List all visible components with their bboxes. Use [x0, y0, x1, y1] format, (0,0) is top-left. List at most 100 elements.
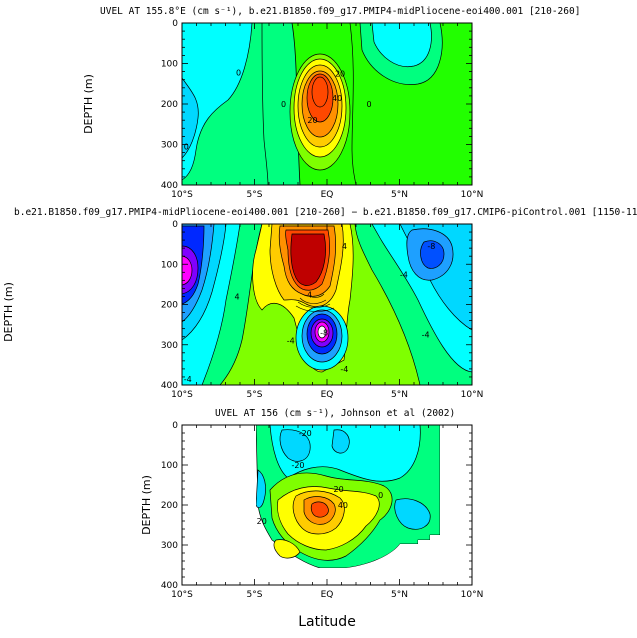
panel-1-contour-0b — [349, 23, 357, 185]
contour-label: -4 — [400, 270, 408, 279]
contour-label: -20 — [291, 461, 304, 470]
contour-label: 20 — [257, 517, 267, 526]
contour-label-text: -20 — [291, 461, 304, 470]
y-tick-label: 300 — [161, 141, 178, 151]
y-tick-label: 400 — [161, 181, 178, 191]
contour-label: 20 — [334, 485, 344, 494]
panel-1-plot-area — [182, 23, 472, 185]
x-axis-label: Latitude — [298, 614, 356, 630]
contour-label: 4 — [235, 292, 240, 301]
y-tick-label: 300 — [161, 341, 178, 351]
x-tick-label: 10°S — [171, 590, 193, 600]
panel-2-title: b.e21.B1850.f09_g17.PMIP4-midPliocene-eo… — [14, 207, 637, 218]
contour-label-text: -4 — [400, 270, 408, 279]
panel-2: b.e21.B1850.f09_g17.PMIP4-midPliocene-eo… — [2, 207, 637, 400]
y-tick-label: 0 — [172, 421, 178, 431]
panel-3-contour-labels: -20 -20 20 40 20 0 — [257, 429, 384, 526]
contour-label: 0 — [236, 68, 241, 77]
x-tick-label: EQ — [321, 390, 334, 400]
x-tick-label: 5°N — [391, 590, 408, 600]
panel-3-redorange — [310, 501, 329, 518]
panel-3-title: UVEL AT 156 (cm s⁻¹), Johnson et al (200… — [215, 408, 455, 419]
y-tick-label: 400 — [161, 381, 178, 391]
panel-3: UVEL AT 156 (cm s⁻¹), Johnson et al (200… — [140, 408, 483, 630]
contour-label-text: -4 — [184, 375, 192, 384]
contour-label: -4 — [287, 337, 295, 346]
x-tick-label: 5°S — [247, 190, 263, 200]
contour-label: -20 — [299, 429, 312, 438]
panel-2-pos-darkred — [290, 233, 326, 286]
contour-label: 20 — [307, 116, 317, 125]
panel-2-neg-white — [317, 325, 327, 339]
contour-label-text: 0 — [378, 491, 383, 500]
x-tick-label: EQ — [321, 590, 334, 600]
panel-1-contour-0a — [261, 23, 269, 185]
contour-label-text: 20 — [334, 485, 344, 494]
contour-label: 0 — [378, 491, 383, 500]
contour-label-text: 0 — [367, 100, 372, 109]
panel-3-yellow-south — [273, 539, 301, 559]
contour-label-text: 20 — [307, 116, 317, 125]
x-tick-label: 5°N — [391, 390, 408, 400]
y-tick-label: 200 — [161, 301, 178, 311]
y-tick-label: 200 — [161, 501, 178, 511]
x-tick-label: 10°N — [461, 390, 484, 400]
panel-1-euc-l5 — [311, 76, 329, 108]
y-tick-label: 200 — [161, 100, 178, 110]
contour-label: 0 — [367, 100, 372, 109]
contour-label: -4 — [184, 375, 192, 384]
panel-2-axes: 10°S 5°S EQ 5°N 10°N 0 100 200 300 400 DEPTH (m) — [2, 220, 483, 400]
panel-1: UVEL AT 155.8°E (cm s⁻¹), b.e21.B1850.f0… — [82, 6, 580, 200]
contour-label: 20 — [335, 70, 345, 79]
panel-3-nodata-west — [182, 425, 256, 585]
x-tick-label: 5°S — [247, 390, 263, 400]
contour-label-text: -4 — [422, 331, 430, 340]
y-tick-label: 100 — [161, 260, 178, 270]
y-axis-label: DEPTH (m) — [82, 74, 95, 134]
y-tick-label: 100 — [161, 60, 178, 70]
contour-label-text: 40 — [332, 94, 342, 103]
panel-1-title: UVEL AT 155.8°E (cm s⁻¹), b.e21.B1850.f0… — [100, 6, 580, 17]
y-tick-label: 0 — [172, 19, 178, 29]
contour-label: -8 — [427, 242, 435, 251]
contour-label-text: 4 — [235, 292, 240, 301]
y-tick-label: 400 — [161, 581, 178, 591]
panel-2-west-magenta — [182, 255, 193, 286]
contour-label: 0 — [281, 100, 286, 109]
contour-label-text: -20 — [299, 429, 312, 438]
contour-label-text: -4 — [340, 365, 348, 374]
contour-label-text: -4 — [287, 337, 295, 346]
panel-1-west-cyan — [182, 77, 199, 159]
contour-label: -4 — [304, 290, 312, 299]
panel-2-east-blue — [420, 240, 445, 269]
contour-label-text: 40 — [338, 501, 348, 510]
contour-label: 0 — [184, 143, 189, 152]
panel-2-plot-area — [182, 224, 472, 385]
contour-label-text: -8 — [427, 242, 435, 251]
contour-label-text: -8 — [320, 329, 328, 338]
contour-label-text: -4 — [304, 290, 312, 299]
panel-1-contour-labels: 20 40 20 0 0 0 0 — [184, 68, 372, 152]
x-tick-label: 10°N — [461, 190, 484, 200]
panel-2-contour-labels: -8 -4 -4 -4 -4 4 -4 -4 4 -8 — [184, 242, 436, 384]
x-tick-label: 5°S — [247, 590, 263, 600]
panel-3-cyan-east — [394, 498, 431, 530]
x-tick-label: EQ — [321, 190, 334, 200]
y-axis-label: DEPTH (m) — [140, 475, 153, 535]
x-tick-label: 10°S — [171, 390, 193, 400]
contour-label-text: 0 — [184, 143, 189, 152]
panel-3-cyan-2 — [331, 429, 350, 454]
contour-label: 40 — [338, 501, 348, 510]
contour-label: -4 — [340, 365, 348, 374]
contour-label-text: 20 — [257, 517, 267, 526]
panel-3-plot-area — [182, 425, 472, 585]
contour-label: 4 — [342, 242, 347, 251]
panel-3-west-cyan — [255, 469, 266, 509]
panel-2-contour-bundle — [295, 293, 335, 312]
contour-label-text: 0 — [236, 68, 241, 77]
contour-label-text: 4 — [342, 242, 347, 251]
panel-1-west-aqua — [182, 23, 253, 181]
